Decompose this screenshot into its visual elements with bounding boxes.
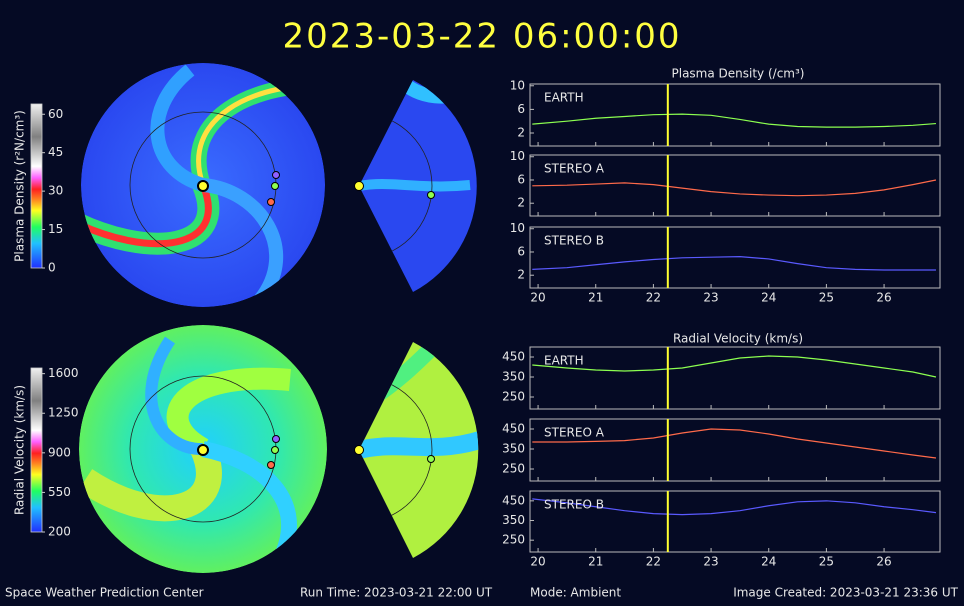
series-label: STEREO A	[544, 426, 605, 440]
panel	[529, 346, 941, 410]
y-tick-label: 6	[517, 244, 525, 258]
footer-org: Space Weather Prediction Center	[5, 586, 204, 600]
planet-markers	[197, 171, 435, 469]
colorbar-tick-label: 30	[48, 184, 63, 198]
footer-created: Image Created: 2023-03-21 23:36 UT	[733, 586, 958, 600]
series-line	[532, 498, 937, 516]
colorbar-label: Radial Velocity (km/s)	[13, 385, 27, 515]
series-line	[532, 179, 937, 197]
x-tick-label: 22	[646, 555, 661, 569]
y-tick-label: 10	[510, 149, 525, 163]
series-line	[532, 113, 937, 128]
x-tick-label: 20	[530, 555, 545, 569]
panel	[529, 418, 941, 482]
y-tick-label: 250	[502, 390, 525, 404]
y-tick-label: 250	[502, 533, 525, 547]
colorbar-tick-label: 200	[48, 525, 71, 539]
x-tick-label: 26	[876, 555, 891, 569]
y-tick-label: 450	[502, 350, 525, 364]
timestamp: 2023-03-22 06:00:00	[282, 17, 681, 57]
colorbar	[30, 103, 43, 269]
y-tick-label: 350	[502, 370, 525, 384]
x-tick-label: 23	[703, 555, 718, 569]
panel	[529, 83, 941, 147]
series-label: EARTH	[544, 91, 584, 105]
y-tick-label: 2	[517, 196, 525, 210]
series-label: EARTH	[544, 354, 584, 368]
colorbar	[30, 367, 43, 533]
chart-title: Radial Velocity (km/s)	[673, 332, 803, 346]
colorbar-tick-label: 900	[48, 445, 71, 459]
x-tick-label: 21	[588, 555, 603, 569]
y-tick-label: 10	[510, 78, 525, 92]
footer-run-time: Run Time: 2023-03-21 22:00 UT	[300, 586, 493, 600]
y-tick-label: 10	[510, 221, 525, 235]
x-tick-label: 26	[876, 291, 891, 305]
x-tick-label: 25	[819, 291, 834, 305]
y-tick-label: 6	[517, 172, 525, 186]
y-tick-label: 6	[517, 102, 525, 116]
panel	[529, 226, 941, 289]
colorbar-tick-label: 60	[48, 107, 63, 121]
colorbar-tick-label: 45	[48, 145, 63, 159]
colorbar-label: Plasma Density (r²N/cm³)	[13, 110, 27, 262]
x-tick-label: 25	[819, 555, 834, 569]
series-label: STEREO B	[544, 498, 604, 512]
x-tick-label: 22	[646, 291, 661, 305]
y-tick-label: 350	[502, 513, 525, 527]
series-label: STEREO B	[544, 234, 604, 248]
series-label: STEREO A	[544, 162, 605, 176]
y-tick-label: 350	[502, 442, 525, 456]
y-tick-label: 450	[502, 493, 525, 507]
series-line	[532, 355, 937, 378]
y-tick-label: 2	[517, 126, 525, 140]
x-tick-label: 24	[761, 555, 776, 569]
y-tick-label: 450	[502, 422, 525, 436]
colorbar-tick-label: 1600	[48, 366, 79, 380]
y-tick-label: 2	[517, 268, 525, 282]
panel	[529, 154, 941, 217]
panel	[529, 490, 941, 553]
colorbar-tick-label: 0	[48, 261, 56, 275]
x-tick-label: 24	[761, 291, 776, 305]
footer-mode: Mode: Ambient	[530, 586, 621, 600]
colorbar-tick-label: 550	[48, 485, 71, 499]
series-line	[532, 256, 936, 271]
series-line	[532, 428, 937, 459]
x-tick-label: 20	[530, 291, 545, 305]
x-tick-label: 21	[588, 291, 603, 305]
colorbar-tick-label: 15	[48, 222, 63, 236]
colorbar-tick-label: 1250	[48, 406, 79, 420]
chart-title: Plasma Density (/cm³)	[672, 67, 805, 81]
x-tick-label: 23	[703, 291, 718, 305]
y-tick-label: 250	[502, 462, 525, 476]
